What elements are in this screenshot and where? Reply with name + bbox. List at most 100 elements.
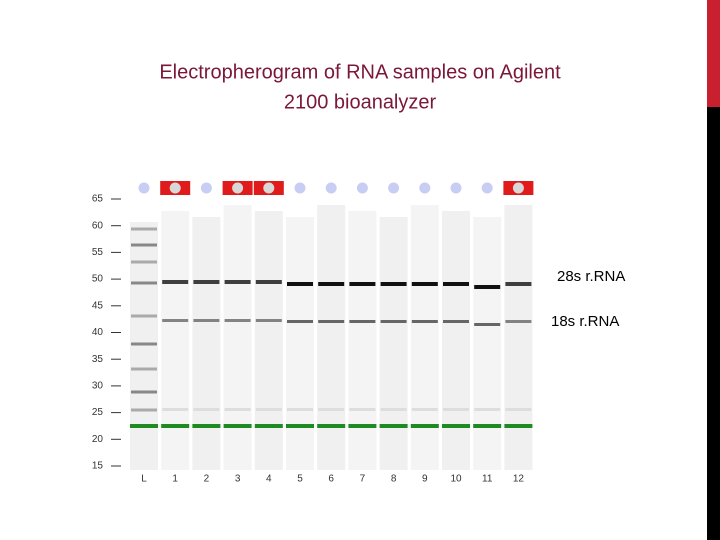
lane-label: 11	[482, 474, 493, 485]
band-28s	[224, 280, 251, 284]
lane-label: 3	[235, 474, 241, 485]
y-label: 45	[92, 300, 104, 311]
band-18s	[505, 320, 532, 323]
lane-label: 7	[360, 474, 366, 485]
band-faint	[287, 408, 313, 411]
lane	[130, 222, 158, 470]
marker-band	[410, 424, 439, 428]
band-28s	[255, 280, 282, 284]
lane-label: 10	[450, 474, 462, 485]
lane	[473, 217, 502, 470]
marker-band	[317, 424, 346, 428]
title: Electropherogram of RNA samples on Agile…	[159, 61, 561, 83]
lane-marker	[356, 182, 368, 194]
band-faint	[411, 408, 438, 411]
band-faint	[505, 408, 532, 411]
lane-label: 6	[328, 474, 334, 485]
lane-marker	[294, 182, 306, 194]
marker-band	[223, 424, 252, 428]
lane	[254, 211, 283, 470]
lane-label: L	[141, 474, 147, 485]
y-label: 35	[92, 354, 104, 365]
lane-marker	[200, 182, 212, 194]
lane-marker	[450, 182, 462, 194]
lane	[379, 217, 408, 470]
marker-band	[130, 424, 158, 428]
ladder-band	[131, 227, 157, 231]
band-18s	[287, 320, 313, 323]
band-faint	[162, 408, 189, 411]
marker-band	[254, 424, 283, 428]
marker-band	[379, 424, 408, 428]
band-18s	[443, 320, 469, 323]
y-label: 25	[92, 407, 104, 418]
band-28s	[380, 282, 407, 286]
lane	[442, 211, 470, 470]
band-faint	[349, 408, 376, 411]
lane	[192, 217, 221, 470]
band-18s	[193, 319, 220, 322]
y-label: 20	[92, 434, 104, 445]
y-label: 65	[92, 194, 104, 205]
title: 2100 bioanalyzer	[284, 91, 437, 113]
ladder-band	[131, 260, 157, 264]
marker-band	[192, 424, 221, 428]
ladder-band	[131, 408, 157, 412]
ladder-band	[131, 243, 157, 247]
y-label: 60	[92, 220, 104, 231]
side-bar-accent	[707, 0, 720, 107]
band-28s	[318, 282, 345, 286]
band-28s	[349, 282, 376, 286]
lane-label: 4	[266, 474, 272, 485]
marker-band	[348, 424, 377, 428]
lane-label: 9	[422, 474, 428, 485]
band-18s	[224, 319, 251, 322]
lane	[317, 205, 346, 470]
lane-label: 2	[204, 474, 210, 485]
y-label: 15	[92, 461, 104, 472]
y-label: 30	[92, 381, 104, 392]
band-28s	[411, 282, 438, 286]
lane-marker	[388, 182, 400, 194]
band-28s	[443, 282, 469, 286]
band-18s	[474, 323, 501, 326]
band-faint	[380, 408, 407, 411]
lane-label: 8	[391, 474, 397, 485]
ladder-band	[131, 342, 157, 346]
marker-band	[442, 424, 470, 428]
lane-marker	[138, 182, 150, 194]
band-28s	[162, 280, 189, 284]
lane-marker	[325, 182, 337, 194]
ladder-band	[131, 314, 157, 318]
lane-marker	[512, 182, 524, 194]
y-label: 40	[92, 327, 104, 338]
band-28s	[193, 280, 220, 284]
lane-marker	[263, 182, 275, 194]
annotation: 18s r.RNA	[551, 313, 619, 330]
band-28s	[474, 285, 501, 289]
band-faint	[318, 408, 345, 411]
lane-label: 12	[513, 474, 525, 485]
band-18s	[318, 320, 345, 323]
band-28s	[287, 282, 313, 286]
ladder-band	[131, 390, 157, 394]
marker-band	[473, 424, 502, 428]
band-18s	[162, 319, 189, 322]
band-18s	[380, 320, 407, 323]
lane	[223, 205, 252, 470]
marker-band	[504, 424, 533, 428]
ladder-band	[131, 367, 157, 371]
marker-band	[161, 424, 190, 428]
marker-band	[286, 424, 314, 428]
lane	[504, 205, 533, 470]
band-28s	[505, 282, 532, 286]
band-18s	[349, 320, 376, 323]
lane-marker	[419, 182, 431, 194]
lane-marker	[169, 182, 181, 194]
annotation: 28s r.RNA	[557, 268, 625, 285]
band-faint	[193, 408, 220, 411]
band-faint	[443, 408, 469, 411]
y-label: 55	[92, 247, 104, 258]
side-bar	[707, 0, 720, 540]
